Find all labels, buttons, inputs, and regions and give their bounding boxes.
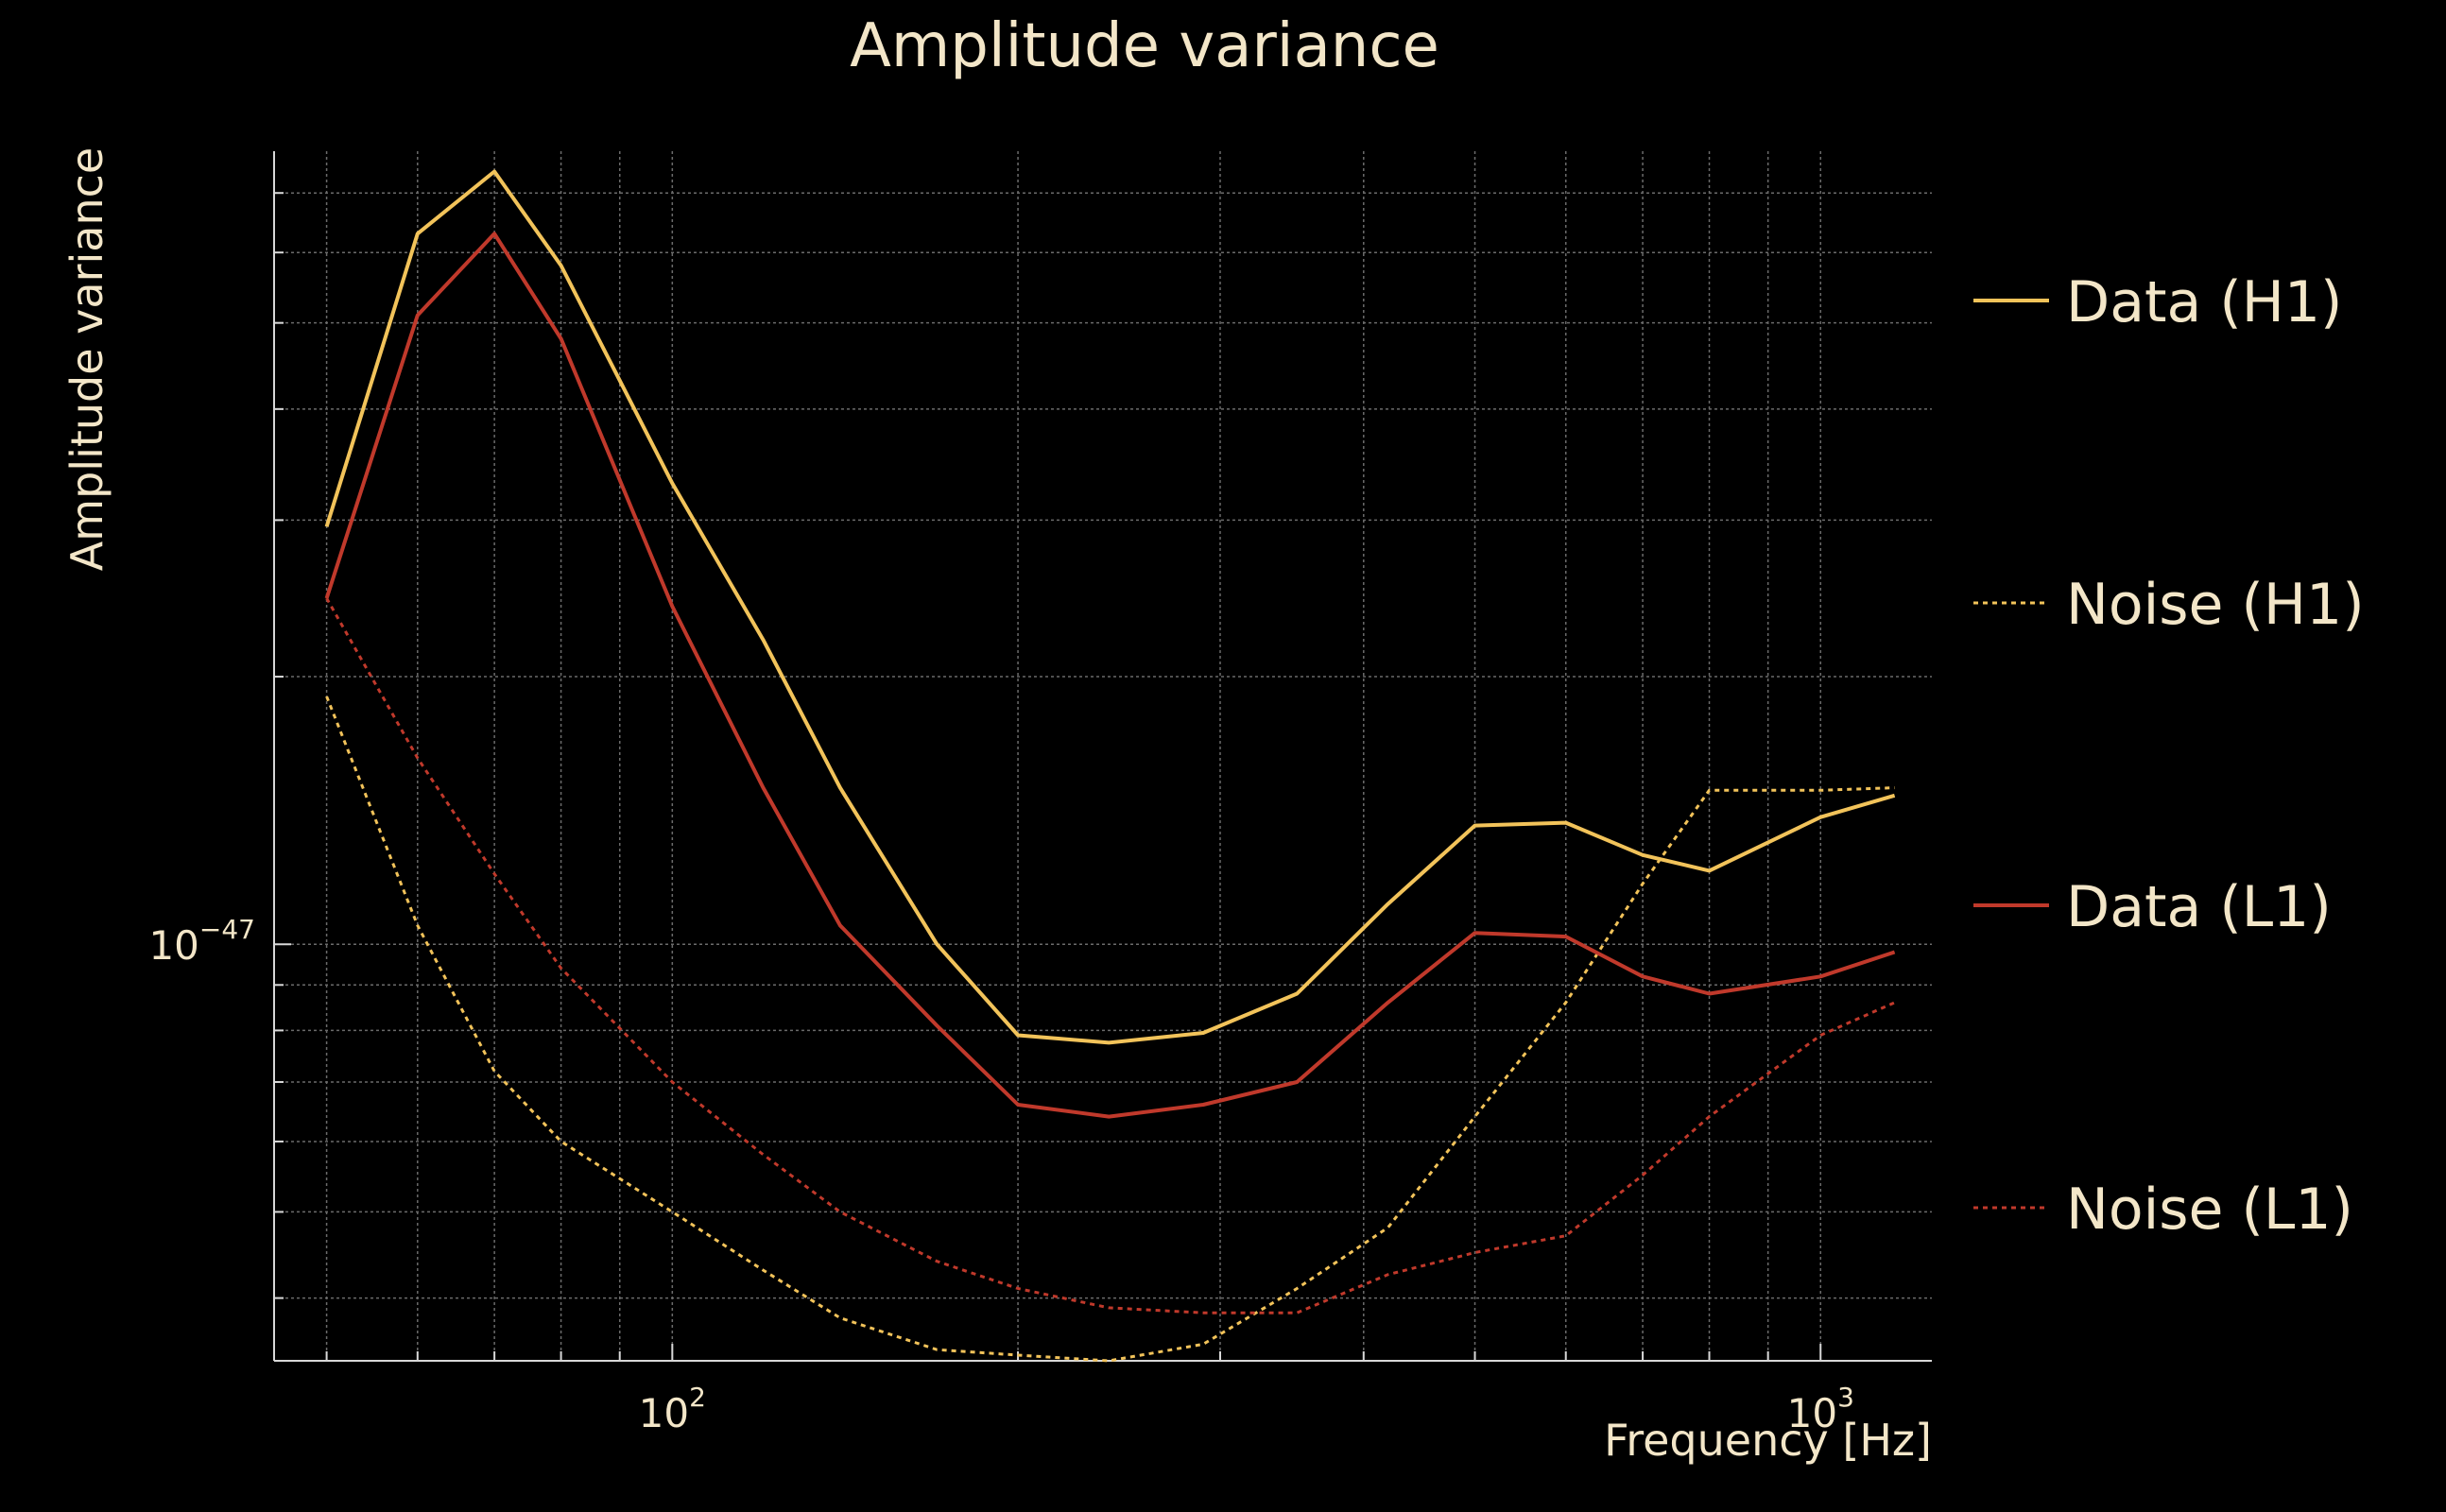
tick-labels: 102 103 10−47 [148, 914, 1853, 1436]
axes [273, 151, 1932, 1362]
x-tick-label: 103 [1787, 1382, 1854, 1436]
y-tick-label: 10−47 [148, 914, 255, 969]
x-axis-label: Frequency [Hz] [1604, 1415, 1932, 1466]
y-axis-label: Amplitude variance [61, 147, 112, 571]
series-line-noise-l1 [325, 597, 1896, 1314]
series-lines [324, 169, 1896, 1363]
x-tick-label: 102 [639, 1382, 706, 1436]
legend-label: Noise (H1) [2066, 572, 2365, 638]
legend-label: Noise (L1) [2066, 1177, 2353, 1243]
series-line-data-l1 [324, 232, 1896, 1119]
grid [274, 151, 1932, 1361]
series-line-noise-h1 [325, 696, 1895, 1363]
series-line-data-h1 [324, 169, 1896, 1045]
legend-label: Data (L1) [2066, 874, 2332, 940]
legend: Data (H1) Noise (H1) Data (L1) Noise (L1) [1973, 269, 2365, 1243]
legend-label: Data (H1) [2066, 269, 2342, 335]
chart-title: Amplitude variance [850, 11, 1439, 81]
